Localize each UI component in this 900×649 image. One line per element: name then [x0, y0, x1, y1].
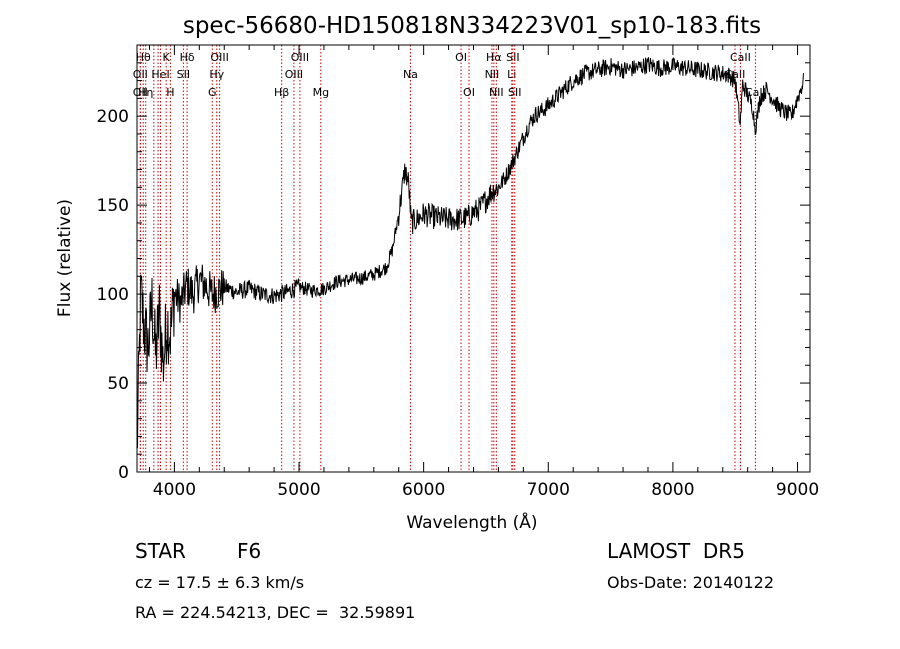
spectral-line-label: OI: [455, 51, 467, 64]
spectral-line-label: G: [208, 86, 217, 99]
spectral-line-label: Na: [403, 68, 418, 81]
x-axis: 4000 5000 6000 7000 8000 9000: [148, 45, 819, 500]
spectral-line-label: OIII: [285, 68, 303, 81]
spectral-line-label: Hδ: [180, 51, 195, 64]
spectral-line-label: Hη: [138, 86, 153, 99]
plot-frame: [136, 44, 811, 473]
spectral-line-label: NII: [485, 68, 500, 81]
observation-date: Obs-Date: 20140122: [607, 573, 775, 592]
spectral-line-label: OI: [463, 86, 475, 99]
chart-title: spec-56680-HD150818N334223V01_sp10-183.f…: [183, 13, 761, 39]
spectral-line-label: OIII: [291, 51, 309, 64]
spectral-line-label: SII: [177, 68, 190, 81]
object-subclass: F6: [237, 539, 262, 563]
y-tick-label: 150: [97, 196, 129, 216]
survey-name: LAMOST DR5: [607, 539, 745, 563]
x-tick-label: 9000: [776, 480, 819, 500]
sky-coordinates: RA = 224.54213, DEC = 32.59891: [135, 603, 416, 622]
spectrum-line: [136, 56, 804, 449]
x-tick-label: 8000: [651, 480, 694, 500]
spectral-line-label: K: [163, 51, 171, 64]
spectral-line-label: Li: [507, 68, 516, 81]
object-class: STAR: [135, 539, 186, 563]
spectral-line-label: H: [166, 86, 174, 99]
spectral-line-label: CaII: [730, 51, 751, 64]
y-tick-label: 100: [97, 285, 129, 305]
y-axis: 0 50 100 150 200: [97, 44, 810, 483]
y-tick-label: 200: [97, 107, 129, 127]
x-tick-label: 4000: [153, 480, 196, 500]
y-tick-label: 0: [118, 463, 129, 483]
spectral-line-label: SII: [506, 51, 519, 64]
spectral-line-label: Hθ: [136, 51, 151, 64]
x-axis-label: Wavelength (Å): [406, 511, 537, 533]
spectral-line-label: Hγ: [209, 68, 224, 81]
x-tick-label: 6000: [402, 480, 445, 500]
spectral-line-label: SII: [508, 86, 521, 99]
spectral-line-label: NII: [489, 86, 504, 99]
redshift-value: cz = 17.5 ± 6.3 km/s: [135, 573, 305, 592]
spectral-line-label: HeI: [151, 68, 169, 81]
y-tick-label: 50: [107, 374, 129, 394]
spectral-line-markers: HθOIIOIIHηHeIKHSIIHδGHγOIIIHβOIIIOIIIMgN…: [133, 45, 766, 472]
spectral-line-label: OIII: [210, 51, 228, 64]
spectral-line-label: Hβ: [274, 86, 289, 99]
x-tick-label: 7000: [527, 480, 570, 500]
spectral-line-label: Mg: [313, 86, 329, 99]
spectral-line-label: Hα: [486, 51, 502, 64]
y-axis-label: Flux (relative): [55, 199, 75, 317]
x-tick-label: 5000: [277, 480, 320, 500]
